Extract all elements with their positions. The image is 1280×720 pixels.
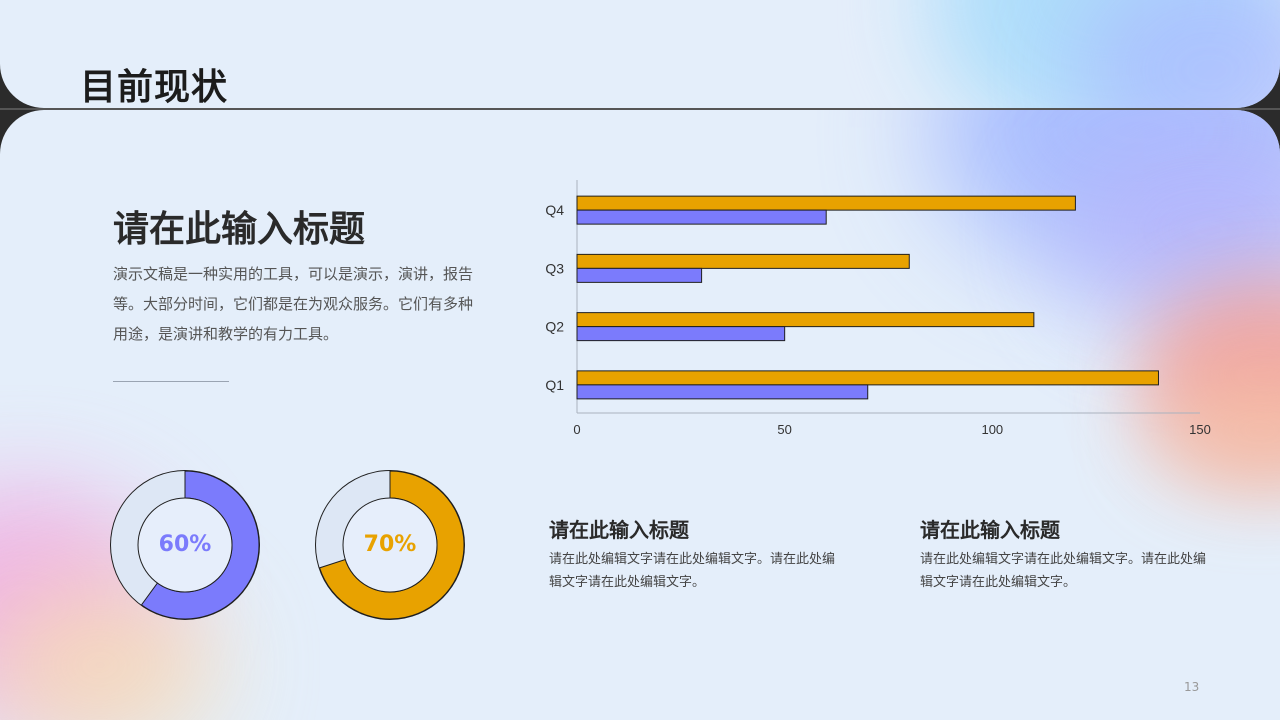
bar-q4-series-2 <box>576 209 827 225</box>
donut-chart-70 <box>315 470 465 620</box>
section-body: 演示文稿是一种实用的工具，可以是演示，演讲，报告等。大部分时间，它们都是在为观众… <box>113 265 474 343</box>
donut-label-60: 60% <box>158 532 212 557</box>
y-tick-label-q1: Q1 <box>545 377 564 393</box>
bar-q1-series-2 <box>576 384 869 400</box>
decor-blob-blue <box>1080 0 1280 108</box>
donut-hole <box>137 497 233 593</box>
section-title: 请在此输入标题 <box>113 209 366 250</box>
quarterly-bar-chart: Q1 Q2 Q3 Q4 0 50 100 150 <box>545 180 1211 437</box>
x-tick-label-150: 150 <box>1189 422 1211 437</box>
decor-blob-cyan <box>930 0 1280 108</box>
header-divider <box>0 108 1280 110</box>
bar-q1-series-1 <box>576 370 1159 386</box>
bar-q2-series-1 <box>576 312 1035 328</box>
bar-q3-series-1 <box>576 253 910 269</box>
card-text-left: 请在此处编辑文字请在此处编辑文字。请在此处编辑文字请在此处编辑文字。 <box>549 552 836 590</box>
donut-chart-60 <box>110 470 260 620</box>
card-text-right: 请在此处编辑文字请在此处编辑文字。请在此处编辑文字请在此处编辑文字。 <box>920 552 1207 590</box>
y-tick-label-q2: Q2 <box>545 319 564 335</box>
y-tick-label-q4: Q4 <box>545 202 564 218</box>
bar-q4-series-1 <box>576 195 1076 211</box>
page-title: 目前现状 <box>80 67 229 108</box>
donut-hole <box>342 497 438 593</box>
donut-label-70: 70% <box>363 532 417 557</box>
card-title-right: 请在此输入标题 <box>920 518 1060 542</box>
section-divider <box>113 381 229 382</box>
card-title-left: 请在此输入标题 <box>549 518 689 542</box>
page-number: 13 <box>1184 680 1200 694</box>
bar-q3-series-2 <box>576 267 703 283</box>
bar-q2-series-2 <box>576 326 786 342</box>
y-tick-label-q3: Q3 <box>545 260 564 276</box>
x-tick-label-50: 50 <box>777 422 791 437</box>
x-tick-label-0: 0 <box>573 422 580 437</box>
x-tick-label-100: 100 <box>981 422 1003 437</box>
